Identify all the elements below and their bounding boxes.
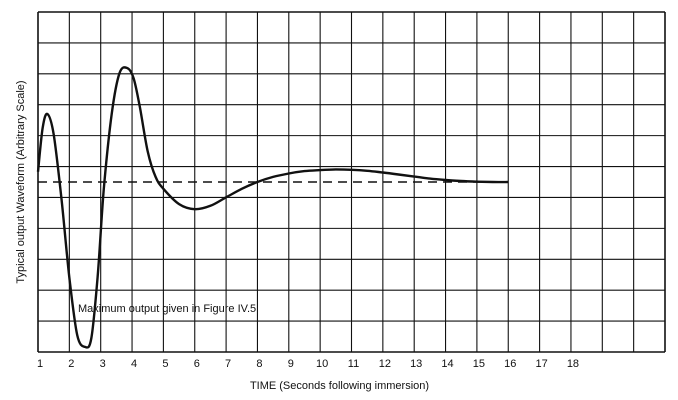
x-tick-label: 2 <box>68 358 74 370</box>
series-line-waveform <box>36 66 509 349</box>
x-tick-label: 5 <box>162 358 168 370</box>
x-tick-label: 16 <box>504 358 516 370</box>
x-tick-label: 13 <box>410 358 422 370</box>
x-axis-title: TIME (Seconds following immersion) <box>250 380 429 392</box>
y-axis-title: Typical output Waveform (Arbitrary Scale… <box>15 80 27 283</box>
x-tick-label: 6 <box>194 358 200 370</box>
x-tick-labels: 1 2 3 4 5 6 7 8 9 10 11 12 13 14 15 16 17 18 <box>37 358 579 370</box>
x-tick-label: 3 <box>100 358 106 370</box>
x-tick-label: 15 <box>473 358 485 370</box>
x-tick-label: 10 <box>316 358 328 370</box>
x-tick-label: 9 <box>288 358 294 370</box>
x-tick-label: 8 <box>256 358 262 370</box>
x-tick-label: 12 <box>379 358 391 370</box>
x-tick-label: 11 <box>348 358 359 370</box>
x-tick-label: 1 <box>37 358 43 370</box>
x-tick-label: 17 <box>535 358 547 370</box>
x-tick-label: 7 <box>225 358 231 370</box>
x-tick-label: 14 <box>441 358 453 370</box>
x-tick-label: 4 <box>131 358 137 370</box>
annotation-text: Maximum output given in Figure IV.5 <box>78 303 256 315</box>
x-tick-label: 18 <box>567 358 579 370</box>
